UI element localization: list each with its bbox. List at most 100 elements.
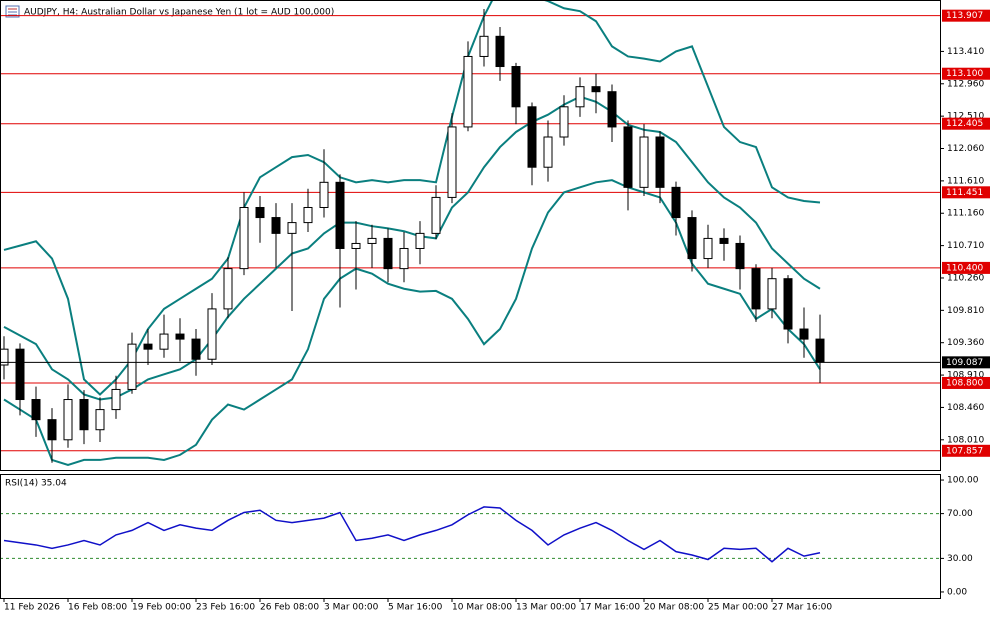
- last-price-label: 109.087: [946, 358, 983, 368]
- candle-body: [47, 419, 57, 441]
- candle-body: [399, 247, 409, 270]
- x-tick-label: 23 Feb 16:00: [196, 603, 255, 613]
- candle-body: [799, 328, 809, 340]
- x-tick-label: 25 Mar 00:00: [708, 603, 768, 613]
- candle-body: [447, 126, 457, 198]
- y-tick-label: 108.460: [947, 403, 984, 413]
- y-tick-label: 110.260: [947, 273, 984, 283]
- candle-body: [479, 35, 489, 57]
- candle-body: [559, 106, 569, 138]
- candle-body: [815, 338, 825, 363]
- candle-body: [287, 222, 297, 234]
- y-tick-label: 112.960: [947, 79, 984, 89]
- x-tick-label: 17 Mar 16:00: [580, 603, 640, 613]
- candle-body: [703, 237, 713, 260]
- y-tick-label: 0.00: [947, 587, 967, 597]
- candle-body: [319, 181, 329, 208]
- candle-body: [415, 232, 425, 249]
- y-tick-label: 108.910: [947, 371, 984, 381]
- level-label: 107.857: [946, 446, 983, 456]
- rsi-panel: [0, 474, 941, 599]
- y-tick-label: 112.510: [947, 112, 984, 122]
- candle-body: [1, 348, 9, 366]
- x-tick-label: 27 Mar 16:00: [772, 603, 832, 613]
- level-label-box: [942, 67, 990, 80]
- candle-body: [207, 308, 217, 360]
- x-tick-label: 5 Mar 16:00: [388, 603, 443, 613]
- x-tick-label: 16 Feb 08:00: [68, 603, 127, 613]
- level-label: 113.907: [946, 11, 983, 21]
- candle-body: [671, 186, 681, 219]
- candle-body: [751, 268, 761, 310]
- x-tick-label: 3 Mar 00:00: [324, 603, 379, 613]
- level-label: 108.800: [946, 378, 983, 388]
- candle-body: [719, 237, 729, 244]
- candle-body: [335, 181, 345, 249]
- band-upper: [3, 1, 821, 396]
- y-tick-label: 109.810: [947, 306, 984, 316]
- candle-body: [591, 86, 601, 93]
- level-label-box: [942, 444, 990, 457]
- level-label-box: [942, 261, 990, 274]
- candle-body: [527, 106, 537, 168]
- candle-body: [111, 388, 121, 411]
- level-label-box: [942, 9, 990, 22]
- y-tick-label: 108.010: [947, 435, 984, 445]
- candle-body: [223, 268, 233, 310]
- symbol-icon: [5, 5, 20, 18]
- x-tick-label: 19 Feb 00:00: [132, 603, 191, 613]
- candle-body: [239, 206, 249, 270]
- y-tick-label: 111.160: [947, 209, 984, 219]
- level-label-box: [942, 117, 990, 130]
- rsi-line: [3, 506, 821, 563]
- candle-body: [159, 333, 169, 350]
- candle-body: [687, 217, 697, 260]
- x-tick-label: 26 Feb 08:00: [260, 603, 319, 613]
- last-price-box: [942, 356, 990, 369]
- candle-body: [623, 126, 633, 188]
- candle-body: [191, 338, 201, 360]
- candle-body: [351, 242, 361, 249]
- candle-body: [15, 348, 25, 401]
- candle-body: [271, 217, 281, 234]
- candle-body: [463, 55, 473, 128]
- candle-body: [431, 196, 441, 234]
- candle-body: [655, 136, 665, 188]
- rsi-title: RSI(14) 35.04: [5, 479, 67, 489]
- y-tick-label: 110.710: [947, 241, 984, 251]
- candle-body: [95, 409, 105, 431]
- candle-body: [63, 399, 73, 441]
- band-middle: [3, 95, 821, 401]
- candle-body: [607, 91, 617, 128]
- main-plot: [1, 1, 940, 467]
- candle-body: [639, 136, 649, 188]
- level-label: 112.405: [946, 119, 983, 129]
- candle-body: [143, 343, 153, 350]
- candle-body: [511, 66, 521, 108]
- y-tick-label: 30.00: [947, 554, 973, 564]
- x-tick-label: 13 Mar 00:00: [516, 603, 576, 613]
- y-tick-label: 112.060: [947, 144, 984, 154]
- level-label-box: [942, 186, 990, 199]
- candle-body: [79, 399, 89, 431]
- y-tick-label: 70.00: [947, 509, 973, 519]
- y-tick-label: 109.360: [947, 338, 984, 348]
- level-label: 113.100: [946, 69, 983, 79]
- candle-body: [127, 343, 137, 390]
- level-label-box: [942, 376, 990, 389]
- chart-title: AUDJPY, H4: Australian Dollar vs Japanes…: [24, 8, 334, 18]
- axes: 113.410 112.960 112.510 112.060 111.610 111.1…: [3, 9, 990, 613]
- candle-body: [175, 333, 185, 340]
- band-lower: [3, 179, 821, 467]
- candle-body: [383, 237, 393, 270]
- x-tick-label: 11 Feb 2026: [4, 603, 60, 613]
- rsi-plot: [1, 506, 940, 563]
- y-tick-label: 113.410: [947, 47, 984, 57]
- y-tick-label: 100.00: [947, 476, 979, 486]
- candle-body: [575, 86, 585, 108]
- level-label: 111.451: [946, 188, 983, 198]
- candle-body: [735, 242, 745, 270]
- candle-body: [31, 399, 41, 421]
- candle-body: [367, 237, 377, 244]
